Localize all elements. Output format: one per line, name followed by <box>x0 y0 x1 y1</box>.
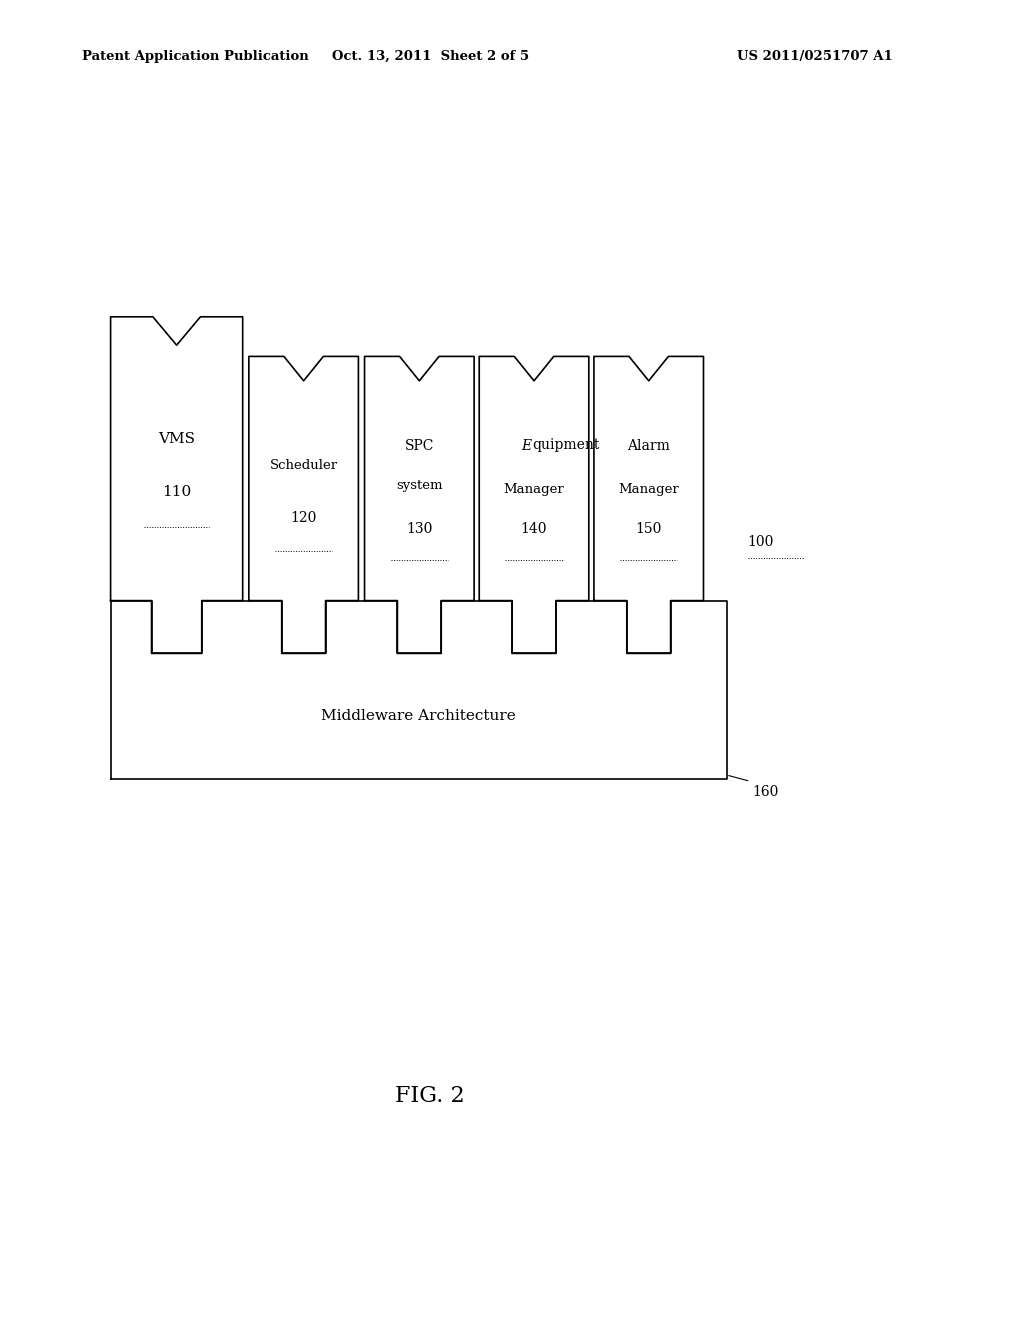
Text: SPC: SPC <box>404 438 434 453</box>
Text: 130: 130 <box>407 521 432 536</box>
Text: Manager: Manager <box>618 483 679 495</box>
Text: Oct. 13, 2011  Sheet 2 of 5: Oct. 13, 2011 Sheet 2 of 5 <box>332 50 528 63</box>
Text: FIG. 2: FIG. 2 <box>395 1085 465 1106</box>
Text: Alarm: Alarm <box>628 438 670 453</box>
Text: 110: 110 <box>162 484 191 499</box>
Text: E: E <box>521 438 530 453</box>
Text: system: system <box>396 479 442 491</box>
Text: 100: 100 <box>748 535 774 549</box>
Text: 150: 150 <box>636 521 662 536</box>
Text: US 2011/0251707 A1: US 2011/0251707 A1 <box>737 50 893 63</box>
Text: Middleware Architecture: Middleware Architecture <box>322 709 516 723</box>
Text: quipment: quipment <box>532 438 599 453</box>
Text: Manager: Manager <box>504 483 564 495</box>
Text: 160: 160 <box>753 785 779 800</box>
Text: Patent Application Publication: Patent Application Publication <box>82 50 308 63</box>
Text: Scheduler: Scheduler <box>269 459 338 471</box>
Text: VMS: VMS <box>158 432 196 446</box>
Text: 140: 140 <box>521 521 547 536</box>
Text: 120: 120 <box>291 511 316 525</box>
